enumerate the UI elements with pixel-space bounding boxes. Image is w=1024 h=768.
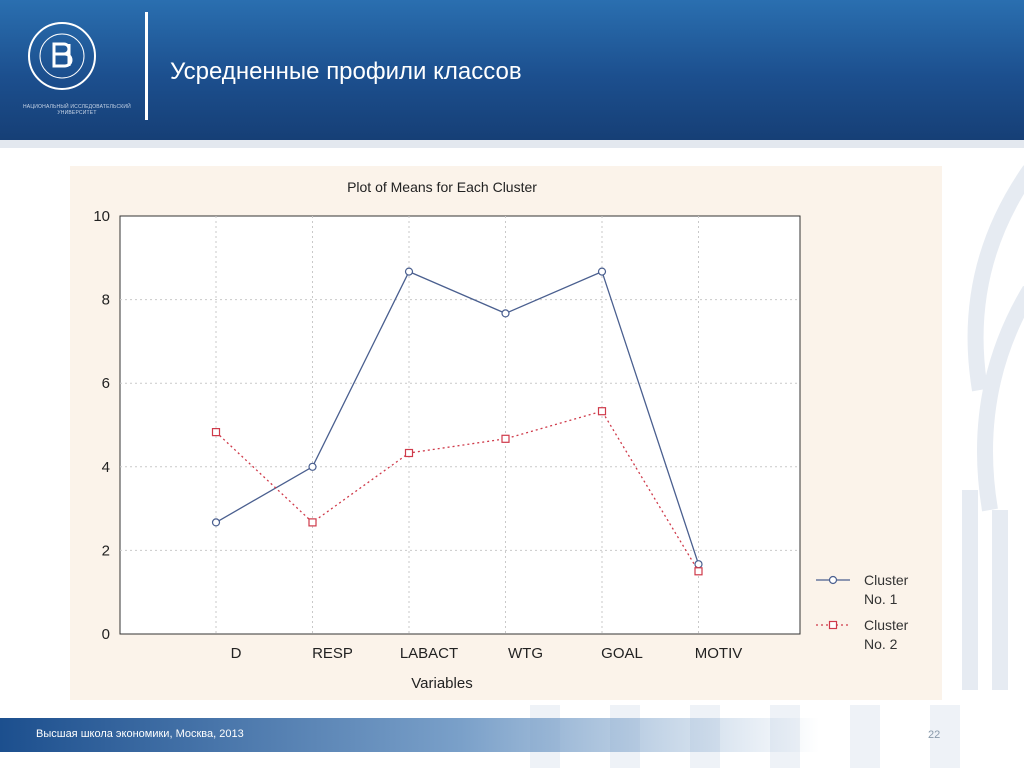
series-line-2 [215, 410, 700, 572]
x-tick-label: GOAL [601, 645, 643, 662]
logo-caption: НАЦИОНАЛЬНЫЙ ИССЛЕДОВАТЕЛЬСКИЙ УНИВЕРСИТ… [23, 104, 131, 116]
legend-label-2: Cluster [864, 617, 909, 633]
y-tick-label: 6 [102, 375, 110, 392]
x-tick-label: MOTIV [695, 645, 743, 662]
footer-text: Высшая школа экономики, Москва, 2013 [36, 728, 244, 740]
legend-label-1: No. 1 [864, 591, 898, 607]
header-rule [0, 140, 1024, 148]
series-1-point [308, 462, 317, 471]
x-tick-label: D [231, 645, 242, 662]
slide-header [0, 0, 1024, 140]
legend-label-1: Cluster [864, 572, 909, 588]
chart-panel: Plot of Means for Each Cluster 0 2 4 6 8 10 D… [70, 166, 942, 700]
header-divider [145, 12, 148, 120]
y-axis-ticks: 0 2 4 6 8 10 [93, 208, 110, 643]
y-tick-label: 10 [93, 208, 110, 225]
series-2-point [597, 407, 607, 416]
series-1-point [211, 518, 221, 527]
page-number: 22 [928, 729, 941, 741]
legend-label-2: No. 2 [864, 636, 898, 652]
chart-legend: Cluster No. 1 Cluster No. 2 [816, 572, 909, 652]
x-axis-label: Variables [411, 675, 472, 692]
grid-lines [120, 216, 800, 634]
x-axis-ticks: D RESP LABACT WTG GOAL MOTIV [231, 645, 743, 662]
x-tick-label: WTG [508, 645, 543, 662]
y-tick-label: 8 [102, 292, 110, 309]
legend-marker-1 [828, 575, 838, 585]
y-tick-label: 2 [102, 542, 110, 559]
slide-title: Усредненные профили классов [170, 58, 522, 85]
watermark-logo-icon [962, 165, 1024, 690]
legend-marker-2 [828, 620, 838, 630]
series-1-point [404, 267, 414, 276]
series-2-point [501, 434, 510, 443]
x-tick-label: LABACT [400, 645, 458, 662]
chart-title: Plot of Means for Each Cluster [347, 179, 537, 195]
footer-bar [0, 718, 1024, 752]
y-tick-label: 4 [102, 459, 110, 476]
y-tick-label: 0 [102, 626, 110, 643]
series-2-point [404, 448, 414, 458]
series-2-point [211, 428, 221, 437]
university-logo-icon [28, 22, 96, 90]
x-tick-label: RESP [312, 645, 353, 662]
series-2-point [308, 518, 317, 527]
series-2-point [694, 567, 703, 576]
series-group [211, 267, 703, 576]
series-1-point [597, 267, 607, 276]
series-line-1 [215, 270, 700, 565]
series-1-point [501, 309, 510, 318]
plot-area [119, 215, 801, 635]
means-line-chart: Plot of Means for Each Cluster 0 2 4 6 8 10 D… [93, 179, 909, 692]
